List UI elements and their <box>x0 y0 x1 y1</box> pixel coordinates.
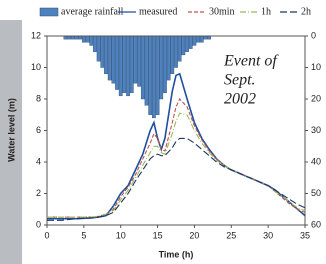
y-tick-label: 6 <box>36 125 41 135</box>
rain-bar <box>123 36 126 93</box>
rain-bar <box>97 36 100 61</box>
rain-bar <box>174 36 177 68</box>
rain-bar <box>156 36 159 115</box>
x-tick-label: 30 <box>263 230 273 240</box>
rain-bar <box>152 36 155 118</box>
y-tick-label: 4 <box>36 156 41 166</box>
rain-bar <box>137 36 140 86</box>
y2-tick-label: 10 <box>311 62 321 72</box>
rain-bar <box>178 36 181 61</box>
rain-bar <box>86 36 89 42</box>
x-tick-label: 35 <box>300 230 310 240</box>
rain-bar <box>182 36 185 55</box>
rain-bar <box>93 36 96 52</box>
y2-tick-label: 20 <box>311 93 321 103</box>
rain-bar <box>134 36 137 83</box>
rain-bar <box>112 36 115 83</box>
x-tick-label: 25 <box>226 230 236 240</box>
rain-bar <box>104 36 107 74</box>
x-tick-label: 10 <box>116 230 126 240</box>
rain-bar <box>82 36 85 42</box>
rain-bar <box>200 36 203 42</box>
legend-label: 2h <box>301 6 311 17</box>
rain-bar <box>193 36 196 45</box>
rain-bar <box>196 36 199 42</box>
y2-tick-label: 60 <box>311 219 321 229</box>
legend-swatch <box>40 8 58 16</box>
y-axis-label: Water level (m) <box>6 98 16 162</box>
rain-bar <box>126 36 129 96</box>
y-tick-label: 2 <box>36 188 41 198</box>
chart: Water level (m) Time (h) 0 2 4 6 8 10 12 0 10 20 3… <box>0 0 326 264</box>
x-axis-label: Time (h) <box>159 249 194 259</box>
annotation: 2002 <box>224 91 256 108</box>
x-tick-label: 0 <box>44 230 49 240</box>
rain-bar <box>167 36 170 80</box>
rain-bar <box>119 36 122 96</box>
y-tick-label: 0 <box>36 219 41 229</box>
rain-bar <box>149 36 152 115</box>
legend-label: 30min <box>209 6 235 17</box>
y-tick-label: 8 <box>36 93 41 103</box>
legend-label: measured <box>139 6 177 17</box>
y2-tick-label: 30 <box>311 125 321 135</box>
rain-bar <box>160 36 163 99</box>
rain-bar <box>90 36 93 45</box>
rain-bar <box>171 36 174 74</box>
y2-tick-label: 0 <box>311 30 316 40</box>
y2-tick-label: 50 <box>311 188 321 198</box>
rain-bar <box>130 36 133 93</box>
y2-tick-label: 40 <box>311 156 321 166</box>
y-tick-label: 10 <box>31 62 41 72</box>
rain-bar <box>141 36 144 99</box>
legend-label: 1h <box>261 6 271 17</box>
rain-bar <box>145 36 148 105</box>
x-tick-label: 5 <box>81 230 86 240</box>
annotation: Sept. <box>224 72 256 89</box>
rain-bar <box>108 36 111 80</box>
rain-bar <box>101 36 104 68</box>
x-tick-label: 20 <box>189 230 199 240</box>
y-tick-label: 12 <box>31 30 41 40</box>
rain-bar <box>189 36 192 49</box>
rain-bar <box>163 36 166 93</box>
x-tick-label: 15 <box>153 230 163 240</box>
annotation: Event of <box>223 53 279 70</box>
rain-bar <box>185 36 188 52</box>
legend-label: average rainfall <box>61 6 124 17</box>
rain-bar <box>115 36 118 90</box>
